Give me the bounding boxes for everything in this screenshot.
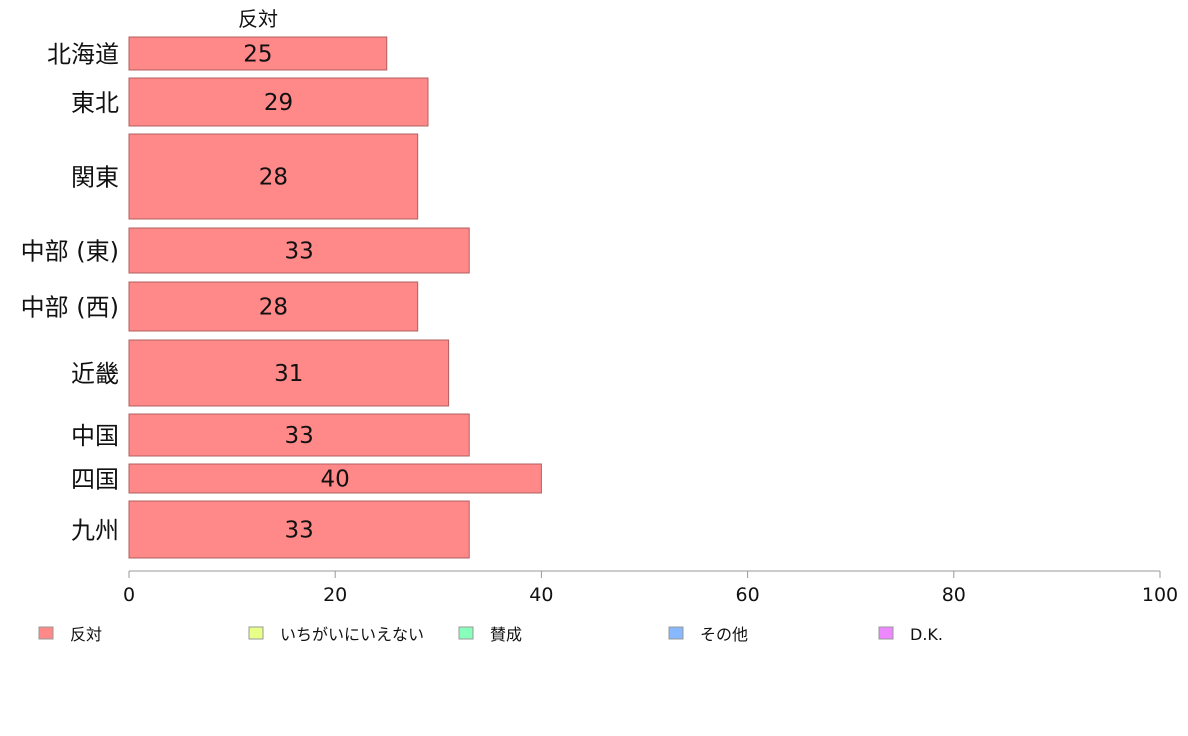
x-tick-label-3: 60 [736,584,760,606]
x-tick-label-4: 80 [942,584,966,606]
category-label-8: 九州 [71,517,119,545]
x-tick-label-0: 0 [123,584,135,606]
x-tick-label-5: 100 [1142,584,1178,606]
bar-8 [128,500,470,559]
bar-3 [128,227,470,274]
bar-6 [128,413,470,457]
category-label-6: 中国 [71,422,119,450]
legend-label-2: 賛成 [490,625,522,644]
category-label-1: 東北 [71,89,119,117]
legend-label-4: D.K. [910,625,943,644]
data-label-1: 29 [264,90,293,116]
data-label-6: 33 [284,423,313,449]
category-label-5: 近畿 [71,360,119,388]
category-label-7: 四国 [71,466,119,494]
bar-0 [128,36,388,71]
legend-label-1: いちがいにいえない [280,625,424,644]
chart-title: 反対 [238,7,278,31]
category-label-0: 北海道 [47,41,119,69]
x-tick-label-1: 20 [323,584,347,606]
data-label-0: 25 [243,42,272,68]
legend-label-0: 反対 [70,625,102,644]
data-label-3: 33 [284,239,313,265]
bar-7 [128,463,542,494]
bar-4 [128,281,419,332]
legend-swatch-0 [38,626,54,640]
legend-label-3: その他 [700,625,748,644]
x-tick-label-2: 40 [529,584,553,606]
category-label-3: 中部 (東) [21,238,119,266]
legend-swatch-2 [458,626,474,640]
data-label-5: 31 [274,361,303,387]
legend-swatch-3 [668,626,684,640]
bar-2 [128,133,419,220]
data-label-4: 28 [259,295,288,321]
legend-swatch-1 [248,626,264,640]
bar-1 [128,77,429,127]
x-axis: 0 20 40 60 80 100 [123,570,1178,606]
bar-5 [128,339,450,407]
data-label-8: 33 [284,518,313,544]
category-label-2: 関東 [71,164,119,192]
data-label-7: 40 [321,467,350,493]
data-label-2: 28 [259,165,288,191]
bars-group: 25 北海道 29 東北 28 関東 33 中部 (東) 28 中部 (西) 31 近畿 33 中国 40 四… [21,36,542,559]
legend: 反対 いちがいにいえない 賛成 その他 D.K. [38,625,943,644]
legend-swatch-4 [878,626,894,640]
category-label-4: 中部 (西) [21,294,119,322]
